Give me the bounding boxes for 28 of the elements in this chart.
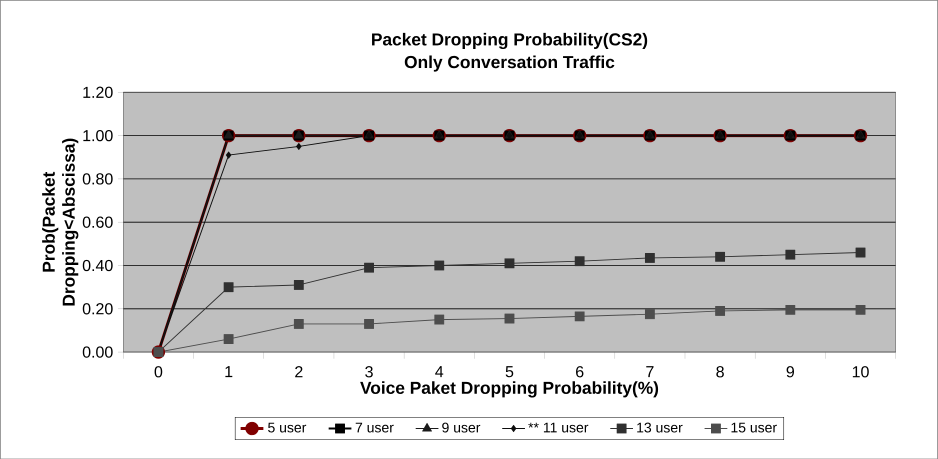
legend-label: 9 user xyxy=(442,422,480,432)
x-tick-label: 9 xyxy=(786,366,794,378)
y-tick-label: 0.40 xyxy=(82,260,113,271)
legend-label: 5 user xyxy=(268,422,306,432)
x-tick-label: 0 xyxy=(154,366,162,378)
y-axis-title: Prob(Packet Dropping<Abscissa) xyxy=(42,138,78,306)
x-tick-label: 1 xyxy=(225,366,232,377)
legend-label: 13 user xyxy=(637,422,683,432)
y-tick-label: 1.00 xyxy=(83,130,113,142)
x-tick-label: 8 xyxy=(716,366,724,378)
x-tick-label: 5 xyxy=(506,366,514,378)
x-axis-title: Voice Paket Dropping Probability(%) xyxy=(360,381,658,398)
chart-subtitle: Only Conversation Traffic xyxy=(404,55,614,72)
legend-label: ** 11 user xyxy=(528,422,588,432)
x-tick-label: 10 xyxy=(852,366,869,378)
x-tick-label: 2 xyxy=(295,366,302,378)
x-tick-label: 4 xyxy=(435,366,444,377)
legend-label: 15 user xyxy=(732,422,777,432)
y-tick-label: 0.60 xyxy=(82,216,113,228)
legend-label: 7 user xyxy=(356,422,394,432)
x-tick-label: 6 xyxy=(576,366,584,378)
y-tick-label: 0.20 xyxy=(82,302,113,314)
y-tick-label: 0.80 xyxy=(82,173,113,184)
x-tick-label: 3 xyxy=(365,366,373,378)
chart-title: Packet Dropping Probability(CS2) xyxy=(372,32,648,49)
y-tick-label: 0.00 xyxy=(82,346,113,358)
y-tick-label: 1.20 xyxy=(83,86,113,98)
x-tick-label: 7 xyxy=(646,366,654,377)
